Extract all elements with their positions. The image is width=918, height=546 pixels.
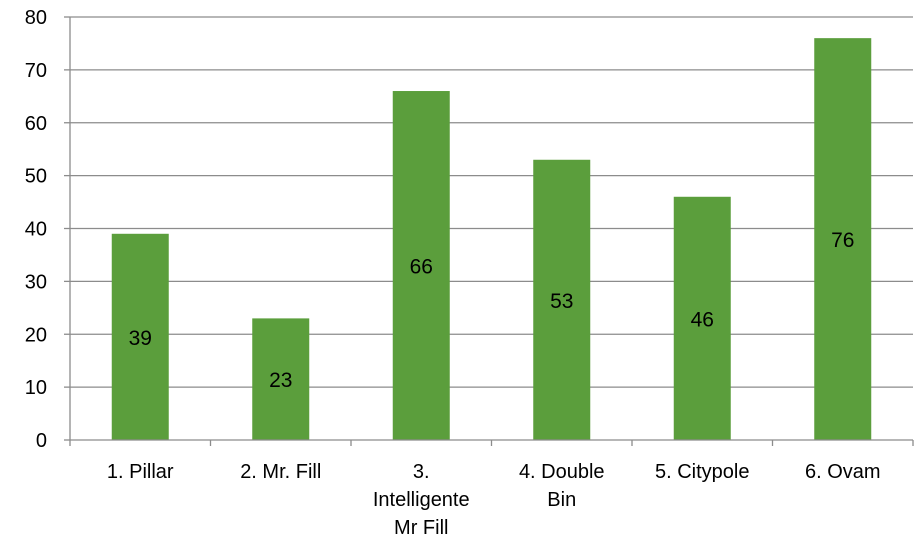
y-tick-label: 30 bbox=[25, 271, 47, 293]
data-label: 66 bbox=[410, 256, 433, 279]
x-tick-label: 6. Ovam bbox=[805, 461, 881, 483]
x-tick-label: 4. Double bbox=[519, 461, 605, 483]
y-tick-label: 10 bbox=[25, 377, 47, 399]
bar bbox=[673, 196, 731, 440]
data-label: 53 bbox=[550, 290, 573, 313]
y-tick-label: 80 bbox=[25, 7, 47, 29]
x-tick-label: 2. Mr. Fill bbox=[240, 461, 321, 483]
x-tick-label: 3. bbox=[413, 461, 430, 483]
y-tick-label: 20 bbox=[25, 324, 47, 346]
y-tick-label: 40 bbox=[25, 219, 47, 241]
y-tick-label: 50 bbox=[25, 166, 47, 188]
x-tick-label: Intelligente bbox=[373, 489, 470, 511]
bar bbox=[392, 91, 450, 441]
data-label: 39 bbox=[129, 327, 152, 350]
bar bbox=[814, 38, 872, 441]
data-labels: 39 23 66 53 46 76 bbox=[129, 229, 855, 392]
bar bbox=[111, 233, 169, 440]
bar bbox=[252, 318, 310, 440]
data-label: 46 bbox=[691, 308, 714, 331]
data-label: 76 bbox=[831, 229, 854, 252]
x-tick-label: Bin bbox=[547, 489, 576, 511]
y-tick-label: 70 bbox=[25, 60, 47, 82]
x-tick-label: Mr Fill bbox=[394, 517, 448, 539]
axes bbox=[69, 17, 914, 446]
x-tick-label: 1. Pillar bbox=[107, 461, 174, 483]
data-label: 23 bbox=[269, 369, 292, 392]
y-axis-ticks: 0 10 20 30 40 50 60 70 80 bbox=[25, 7, 70, 452]
y-tick-label: 60 bbox=[25, 113, 47, 135]
gridlines bbox=[70, 16, 913, 388]
bar bbox=[533, 159, 591, 440]
x-axis-labels: 1. Pillar 2. Mr. Fill 3. Intelligente Mr Fil… bbox=[107, 461, 881, 539]
x-tick-label: 5. Citypole bbox=[655, 461, 750, 483]
bars bbox=[111, 38, 872, 441]
y-tick-label: 0 bbox=[36, 430, 47, 452]
